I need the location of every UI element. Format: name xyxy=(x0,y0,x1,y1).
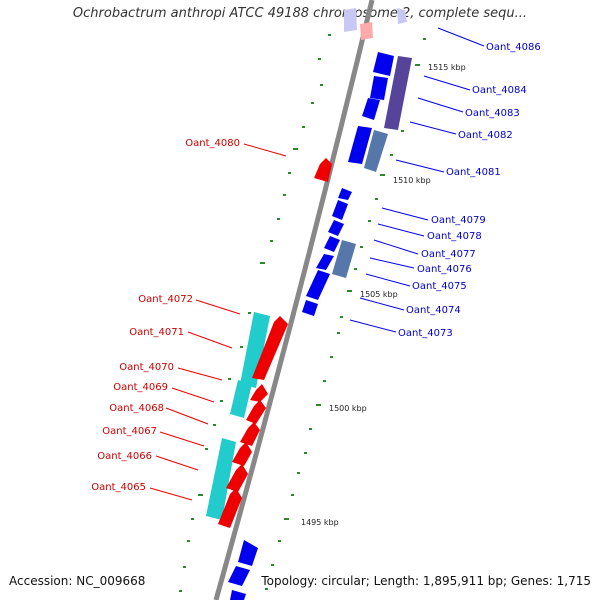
reverse-genes xyxy=(206,158,332,528)
gene-block[interactable] xyxy=(230,380,252,418)
gene-block[interactable] xyxy=(362,98,380,120)
gene-block[interactable] xyxy=(360,22,373,40)
gene-block[interactable] xyxy=(302,300,318,316)
gene-block[interactable] xyxy=(238,540,258,566)
tick-marks xyxy=(179,34,426,592)
gene-block[interactable] xyxy=(332,240,356,278)
scale-label: 1495 kbp xyxy=(301,518,339,527)
gene-block[interactable] xyxy=(306,270,330,300)
chromosome-backbone xyxy=(213,0,375,600)
gene-block[interactable] xyxy=(226,464,248,492)
gene-label[interactable]: Oant_4070 xyxy=(119,362,174,373)
gene-block[interactable] xyxy=(344,8,357,32)
gene-block[interactable] xyxy=(364,130,388,172)
gene-label[interactable]: Oant_4082 xyxy=(458,130,513,141)
scale-label: 1500 kbp xyxy=(329,404,367,413)
gene-block[interactable] xyxy=(240,312,270,388)
gene-block[interactable] xyxy=(246,400,266,424)
gene-block[interactable] xyxy=(397,8,407,24)
gene-label[interactable]: Oant_4068 xyxy=(109,403,164,414)
gene-block[interactable] xyxy=(230,590,246,600)
gene-label[interactable]: Oant_4073 xyxy=(398,328,453,339)
accession-text: Accession: NC_009668 xyxy=(9,574,146,588)
gene-block[interactable] xyxy=(250,384,268,402)
forward-labels: Oant_4086 Oant_4084 Oant_4083 Oant_4082 … xyxy=(398,42,541,339)
gene-block[interactable] xyxy=(228,566,250,586)
gene-label[interactable]: Oant_4067 xyxy=(102,426,157,437)
gene-block[interactable] xyxy=(240,422,260,446)
gene-block[interactable] xyxy=(338,188,352,200)
map-title: Ochrobactrum anthropi ATCC 49188 chromos… xyxy=(72,6,528,21)
gene-label[interactable]: Oant_4080 xyxy=(185,138,240,149)
gene-label[interactable]: Oant_4065 xyxy=(91,482,146,493)
gene-label[interactable]: Oant_4066 xyxy=(97,451,152,462)
gene-label[interactable]: Oant_4078 xyxy=(427,231,482,242)
gene-block[interactable] xyxy=(314,158,332,182)
topology-text: Topology: circular; Length: 1,895,911 bp… xyxy=(261,574,591,588)
gene-block[interactable] xyxy=(206,438,236,520)
scale-label: 1515 kbp xyxy=(428,63,466,72)
gene-block[interactable] xyxy=(324,236,340,252)
gene-block[interactable] xyxy=(348,126,372,164)
gene-label[interactable]: Oant_4076 xyxy=(417,264,472,275)
gene-label[interactable]: Oant_4083 xyxy=(465,108,520,119)
gene-label[interactable]: Oant_4086 xyxy=(486,42,541,53)
gene-block[interactable] xyxy=(370,76,388,100)
gene-label[interactable]: Oant_4071 xyxy=(129,327,184,338)
gene-block[interactable] xyxy=(316,254,334,270)
gene-label[interactable]: Oant_4079 xyxy=(431,215,486,226)
gene-block[interactable] xyxy=(328,220,344,236)
gene-label[interactable]: Oant_4069 xyxy=(113,382,168,393)
scale-label: 1505 kbp xyxy=(360,290,398,299)
scale-label: 1510 kbp xyxy=(393,176,431,185)
gene-block[interactable] xyxy=(232,442,252,466)
reverse-labels: Oant_4080 Oant_4072 Oant_4071 Oant_4070 … xyxy=(91,138,240,493)
gene-block[interactable] xyxy=(373,52,394,76)
gene-label[interactable]: Oant_4077 xyxy=(421,249,476,260)
gene-block[interactable] xyxy=(384,56,412,130)
gene-label[interactable]: Oant_4072 xyxy=(138,294,193,305)
gene-block[interactable] xyxy=(332,200,348,220)
gene-label[interactable]: Oant_4084 xyxy=(472,85,527,96)
gene-block[interactable] xyxy=(252,316,288,380)
gene-label[interactable]: Oant_4075 xyxy=(412,281,467,292)
forward-callouts xyxy=(349,27,485,333)
reverse-callouts xyxy=(149,143,287,501)
gene-block[interactable] xyxy=(218,488,242,528)
gene-label[interactable]: Oant_4074 xyxy=(406,305,461,316)
forward-genes xyxy=(228,8,412,600)
gene-label[interactable]: Oant_4081 xyxy=(446,167,501,178)
